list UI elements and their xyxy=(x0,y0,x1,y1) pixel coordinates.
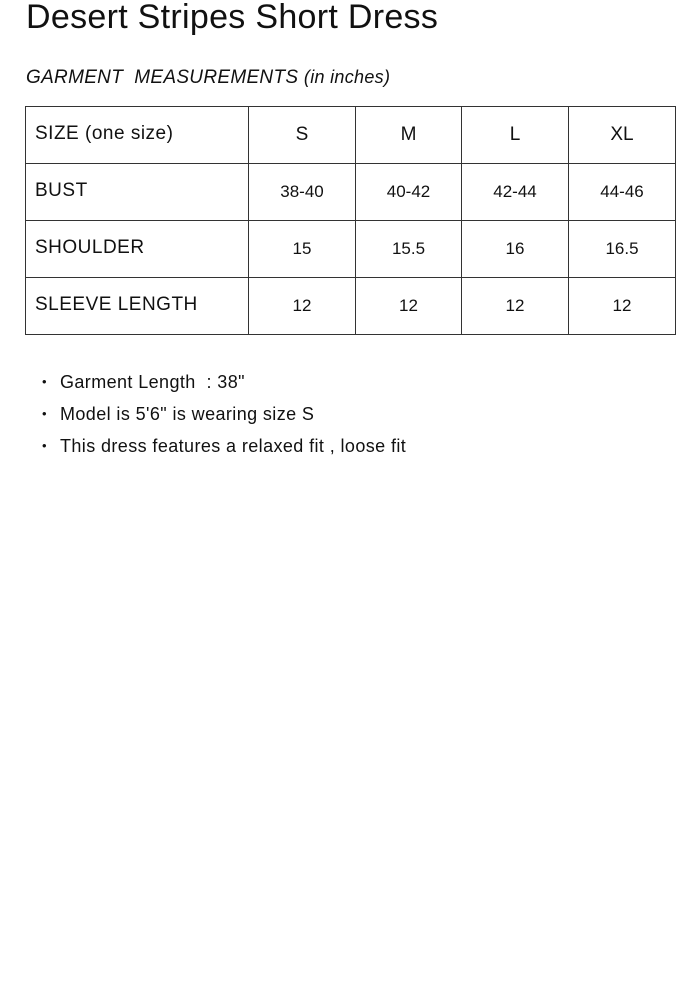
measurements-unit-note: (in inches) xyxy=(303,67,391,87)
cell: 12 xyxy=(248,277,356,335)
row-label: SLEEVE LENGTH xyxy=(25,277,249,335)
table-row: BUST 38-40 40-42 42-44 44-46 xyxy=(25,163,676,221)
table-row: SHOULDER 15 15.5 16 16.5 xyxy=(25,220,676,278)
cell: 12 xyxy=(568,277,676,335)
page-title: Desert Stripes Short Dress xyxy=(26,0,439,36)
cell: 12 xyxy=(355,277,462,335)
size-chart-table: SIZE (one size) S M L XL BUST 38-40 40-4… xyxy=(25,106,676,335)
size-xl: XL xyxy=(568,106,676,164)
cell: 42-44 xyxy=(461,163,569,221)
list-item: This dress features a relaxed fit , loos… xyxy=(42,430,406,462)
row-label: BUST xyxy=(25,163,249,221)
cell: 44-46 xyxy=(568,163,676,221)
cell: 16.5 xyxy=(568,220,676,278)
list-item: Model is 5'6" is wearing size S xyxy=(42,398,406,430)
size-m: M xyxy=(355,106,462,164)
cell: 40-42 xyxy=(355,163,462,221)
list-item: Garment Length : 38" xyxy=(42,366,406,398)
header-label: SIZE (one size) xyxy=(25,106,249,164)
cell: 15 xyxy=(248,220,356,278)
size-l: L xyxy=(461,106,569,164)
table-row: SLEEVE LENGTH 12 12 12 12 xyxy=(25,277,676,335)
cell: 16 xyxy=(461,220,569,278)
size-s: S xyxy=(248,106,356,164)
table-header-row: SIZE (one size) S M L XL xyxy=(25,106,676,164)
garment-notes-list: Garment Length : 38" Model is 5'6" is we… xyxy=(26,366,406,462)
cell: 38-40 xyxy=(248,163,356,221)
row-label: SHOULDER xyxy=(25,220,249,278)
cell: 12 xyxy=(461,277,569,335)
measurements-heading: GARMENT MEASUREMENTS (in inches) xyxy=(26,67,390,89)
cell: 15.5 xyxy=(355,220,462,278)
measurements-heading-main: GARMENT MEASUREMENTS xyxy=(26,67,299,88)
